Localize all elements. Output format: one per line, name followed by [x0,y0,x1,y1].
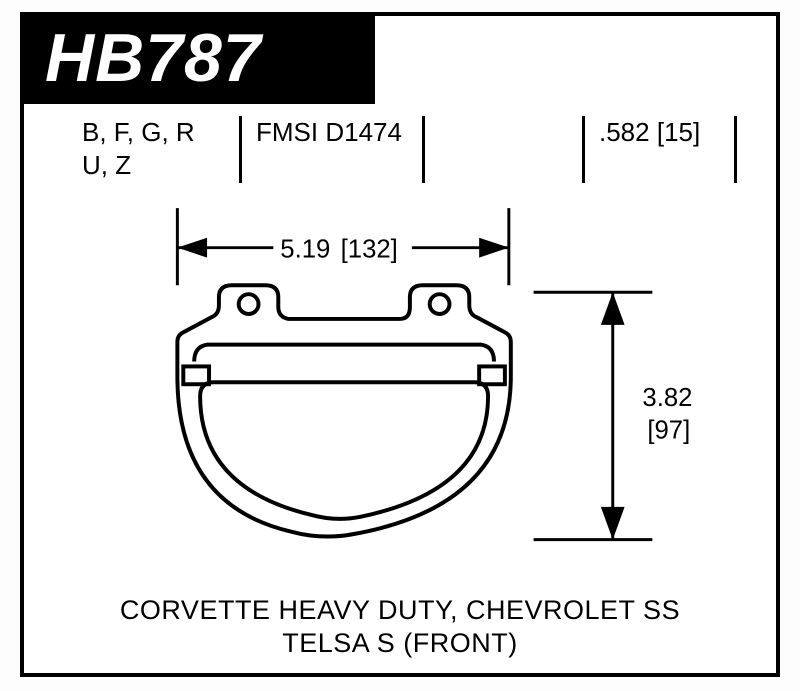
compounds-line1: B, F, G, R [82,117,195,147]
divider [734,116,737,183]
height-mm: [97] [647,417,690,445]
divider [582,116,585,183]
compounds-cell: B, F, G, R U, Z [82,116,237,181]
divider [422,116,425,183]
info-row: B, F, G, R U, Z FMSI D1474 .582 [15] [74,116,774,196]
fmsi-value: FMSI D1474 [256,117,402,147]
compounds-line2: U, Z [82,150,131,180]
thickness-cell: .582 [15] [599,116,700,149]
application-label: CORVETTE HEAVY DUTY, CHEVROLET SS TELSA … [24,594,776,662]
divider [239,116,242,183]
width-in: 5.19 [280,236,330,264]
spec-sheet-frame: HB787 B, F, G, R U, Z FMSI D1474 .582 [1… [20,12,780,677]
width-mm: [132] [341,236,398,264]
part-number: HB787 [45,20,262,96]
fmsi-cell: FMSI D1474 [256,116,402,149]
height-in: 3.82 [642,384,692,412]
application-line2: TELSA S (FRONT) [282,628,518,658]
pad-outline [177,285,510,536]
drawing-area: 5.19 [132] 3.82 [97] [24,196,776,616]
application-line1: CORVETTE HEAVY DUTY, CHEVROLET SS [120,595,680,625]
height-dimension: 3.82 [97] [534,292,693,539]
width-dimension: 5.19 [132] [177,208,508,285]
brake-pad-svg: 5.19 [132] 3.82 [97] [24,196,776,616]
part-number-title: HB787 [20,12,375,104]
thickness-mm: [15] [657,117,700,147]
thickness-in: .582 [599,117,650,147]
